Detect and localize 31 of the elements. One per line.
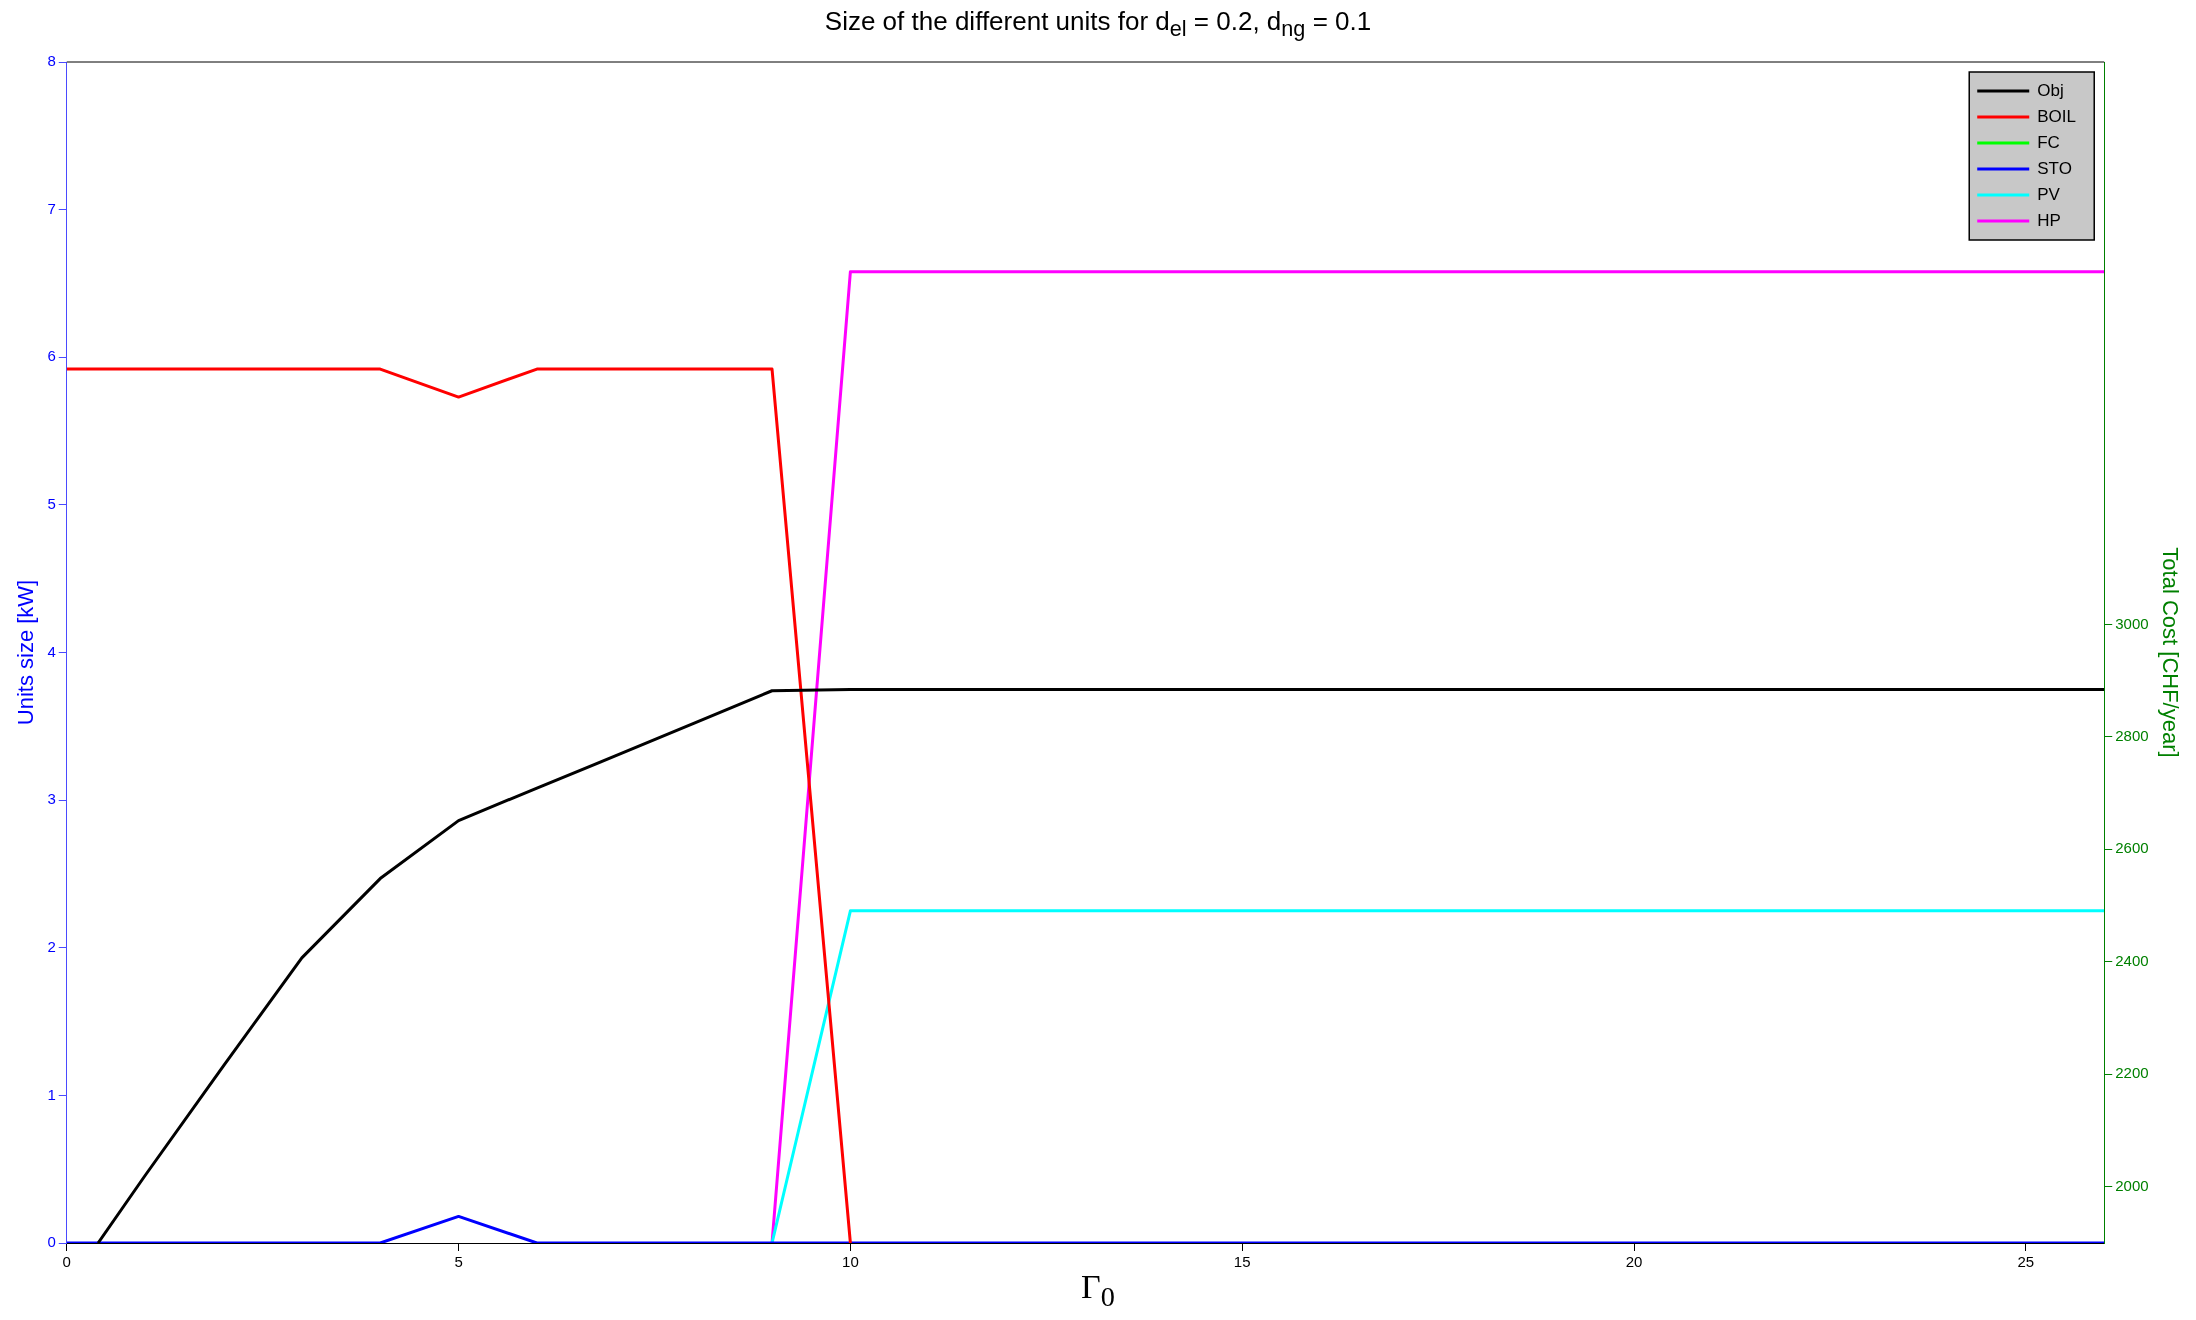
x-tick-label: 15 (1233, 1253, 1251, 1271)
x-tick-label: 20 (1625, 1253, 1643, 1271)
x-tick-label: 0 (62, 1253, 71, 1271)
y-tick-label: 8 (47, 52, 56, 70)
x-tick-label: 25 (2017, 1253, 2035, 1271)
y-tick-label: 5 (47, 495, 56, 513)
x-axis-title: Γ$_{0}$ (1081, 1268, 1115, 1312)
y2-tick-label: 2800 (2115, 727, 2149, 744)
y-tick-label: 4 (47, 642, 56, 660)
y-tick-label: 7 (47, 199, 56, 217)
y2-tick-label: 2600 (2115, 839, 2149, 857)
y-axis-title: Units size [kW] (13, 579, 39, 726)
y-tick-label: 3 (47, 790, 56, 808)
legend-label: FC (2037, 132, 2060, 152)
y-tick-label: 2 (47, 937, 56, 955)
legend-label: HP (2037, 210, 2061, 230)
legend-label: PV (2037, 184, 2061, 204)
y2-tick-label: 3000 (2115, 614, 2149, 632)
y-tick-label: 0 (47, 1233, 56, 1251)
legend-label: STO (2037, 158, 2072, 178)
y2-tick-label: 2400 (2115, 951, 2149, 969)
y2-axis-title: Total Cost [CHF/year] (2157, 547, 2183, 758)
legend-label: Obj (2037, 80, 2064, 100)
legend-label: BOIL (2037, 106, 2076, 126)
x-tick-label: 5 (454, 1253, 463, 1271)
y-tick-label: 6 (47, 347, 56, 365)
y2-tick-label: 2000 (2115, 1176, 2149, 1194)
y2-tick-label: 2200 (2115, 1064, 2149, 1082)
y-tick-label: 1 (47, 1085, 56, 1103)
x-tick-label: 10 (842, 1253, 859, 1271)
chart-title: Size of the different units for d$_{el}$ = 0.2, d$_{ng}$ = 0.1 (823, 6, 1373, 43)
